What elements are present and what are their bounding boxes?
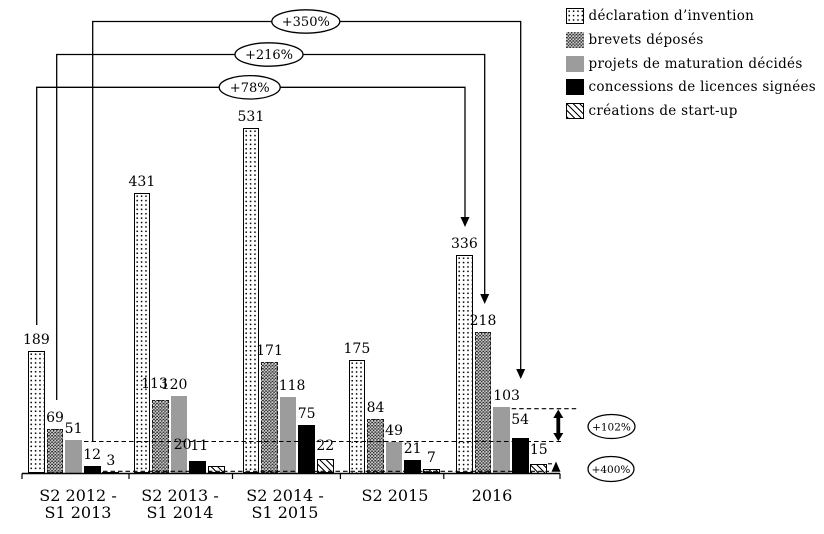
growth-oval-label: +102% [592, 422, 631, 434]
arrowhead-icon [480, 294, 490, 304]
bar-series3-group3 [404, 459, 422, 474]
bar-series3-group0 [83, 465, 101, 474]
bar-series4-group3 [422, 468, 440, 474]
value-label: 189 [23, 331, 50, 348]
value-label: 75 [297, 405, 316, 422]
bar-series2-group0 [65, 440, 82, 474]
bar-series0-group1 [133, 193, 151, 474]
bar-series2-group1 [170, 395, 188, 474]
value-label: 218 [469, 312, 497, 329]
double-arrow-icon [553, 409, 564, 442]
category-label: S2 2013 - S1 2014 [141, 486, 219, 522]
category-label: S2 2012 - S1 2013 [39, 486, 117, 522]
category-label: 2016 [471, 486, 513, 505]
bar-series4-group1 [207, 466, 225, 474]
growth-oval-label: +400% [592, 464, 631, 476]
growth-oval-label: +78% [230, 81, 270, 96]
legend-swatch-maturation-icon [566, 55, 584, 72]
growth-oval-label: +350% [282, 15, 330, 30]
growth-oval [271, 9, 341, 34]
value-label: 118 [278, 377, 306, 394]
bar-series4-group0 [102, 471, 120, 474]
category-label: S2 2015 [361, 486, 429, 505]
growth-oval [234, 42, 304, 67]
value-label: 51 [64, 421, 83, 438]
bar-series2-group3 [385, 441, 403, 474]
legend-item: déclaration d’invention [566, 8, 754, 24]
value-label: 54 [511, 412, 530, 429]
legend-swatch-brevets-icon [566, 31, 584, 48]
value-label: 22 [316, 438, 335, 455]
bar-series0-group0 [28, 350, 45, 474]
legend-item: brevets déposés [566, 31, 704, 48]
value-label: 171 [256, 343, 283, 360]
value-label: 7 [426, 449, 436, 466]
value-label: 120 [160, 376, 188, 393]
value-label: 15 [529, 441, 548, 458]
growth-oval [587, 413, 636, 440]
legend-label: créations de start-up [588, 103, 738, 120]
growth-oval [218, 74, 281, 100]
legend-swatch-startup-icon [566, 103, 584, 120]
legend-swatch-declaration-icon [566, 8, 584, 24]
legend-label: déclaration d’invention [588, 8, 755, 24]
category-label: S2 2014 - S1 2015 [246, 486, 324, 522]
value-label: 336 [451, 236, 478, 253]
up-triangle-icon [551, 461, 561, 472]
bar-series3-group1 [189, 460, 207, 474]
value-label: 3 [106, 452, 116, 469]
value-label: 21 [403, 440, 422, 457]
value-label: 69 [46, 409, 64, 426]
bar-series3-group4 [511, 438, 529, 474]
legend-item: projets de maturation décidés [566, 55, 803, 72]
value-label: 11 [190, 438, 209, 455]
bar-series4-group2 [316, 459, 334, 474]
value-label: 175 [343, 340, 371, 357]
legend-item: concessions de licences signées [566, 79, 817, 96]
legend-item: créations de start-up [566, 103, 738, 120]
legend-label: concessions de licences signées [588, 79, 817, 96]
arrowhead-icon [460, 217, 470, 227]
arrowhead-icon [516, 369, 526, 379]
value-label: 84 [366, 399, 385, 416]
value-label: 12 [83, 446, 102, 463]
value-label: 103 [493, 387, 520, 404]
bar-series0-group4 [456, 255, 473, 474]
bar-series4-group4 [530, 463, 548, 474]
value-label: 531 [237, 109, 265, 126]
bar-series0-group3 [348, 359, 366, 474]
legend-swatch-concessions-icon [566, 79, 584, 96]
legend-label: projets de maturation décidés [588, 55, 803, 72]
value-label: 49 [385, 422, 403, 439]
growth-oval [587, 455, 635, 483]
value-label: 431 [128, 174, 156, 191]
growth-oval-label: +216% [245, 48, 293, 63]
legend-label: brevets déposés [588, 31, 704, 48]
bar-series0-group2 [242, 128, 260, 474]
